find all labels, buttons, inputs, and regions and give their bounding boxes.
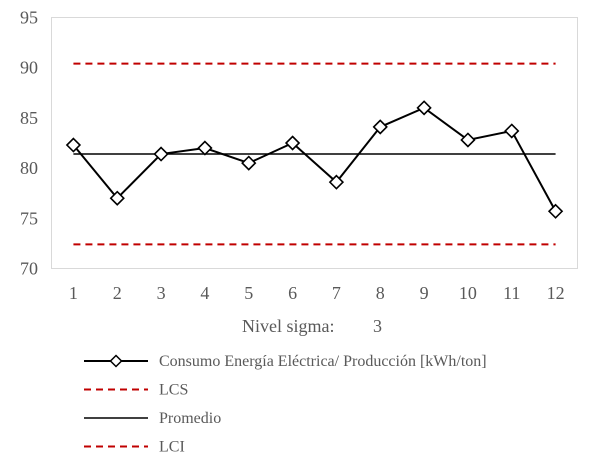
legend-item-consumo: Consumo Energía Eléctrica/ Producción [k…: [84, 353, 487, 370]
y-axis-tick-labels: 70 75 80 85 90 95: [20, 8, 38, 279]
data-point-marker: [547, 203, 564, 219]
legend-label: Promedio: [159, 410, 221, 427]
data-point-marker: [504, 123, 520, 139]
x-tick-label: 11: [503, 283, 520, 303]
data-point-marker: [416, 100, 432, 116]
data-point-marker: [153, 146, 169, 162]
y-tick-label: 90: [20, 58, 38, 78]
x-tick-label: 8: [376, 283, 385, 303]
series-line-consumo: [72, 106, 557, 212]
x-tick-label: 2: [113, 283, 122, 303]
x-tick-label: 6: [288, 283, 297, 303]
data-point-marker: [241, 155, 257, 171]
x-tick-label: 1: [69, 283, 78, 303]
legend-label: Consumo Energía Eléctrica/ Producción [k…: [159, 353, 487, 370]
legend-item-lci: LCI: [84, 439, 185, 456]
x-tick-label: 10: [459, 283, 477, 303]
x-tick-label: 4: [200, 283, 209, 303]
sigma-value: 3: [373, 316, 382, 336]
data-point-marker: [197, 140, 213, 156]
y-tick-label: 85: [20, 108, 38, 128]
x-tick-label: 5: [244, 283, 253, 303]
y-tick-label: 95: [20, 8, 38, 28]
series-lines: [72, 62, 557, 246]
data-point-marker: [65, 137, 82, 153]
series-markers: [65, 100, 564, 219]
x-tick-label: 12: [547, 283, 565, 303]
data-point-marker: [460, 132, 476, 148]
y-tick-label: 75: [20, 208, 38, 228]
sigma-label: Nivel sigma:: [242, 316, 335, 336]
x-tick-label: 7: [332, 283, 341, 303]
legend: Consumo Energía Eléctrica/ Producción [k…: [84, 353, 487, 456]
plot-area-border: [51, 17, 578, 269]
legend-label: LCI: [159, 439, 185, 456]
y-tick-label: 80: [20, 158, 38, 178]
legend-label: LCS: [159, 382, 188, 399]
x-axis-tick-labels: 1 2 3 4 5 6 7 8 9 10 11 12: [69, 283, 565, 303]
data-point-marker: [109, 190, 125, 206]
legend-item-promedio: Promedio: [84, 410, 221, 427]
data-point-marker: [372, 119, 388, 135]
legend-item-lcs: LCS: [84, 382, 188, 399]
x-tick-label: 3: [157, 283, 166, 303]
x-tick-label: 9: [420, 283, 429, 303]
y-tick-label: 70: [20, 259, 38, 279]
data-point-marker: [284, 135, 301, 151]
data-point-marker: [328, 174, 345, 190]
legend-marker: [109, 354, 123, 368]
sigma-annotation: Nivel sigma: 3: [242, 316, 382, 336]
